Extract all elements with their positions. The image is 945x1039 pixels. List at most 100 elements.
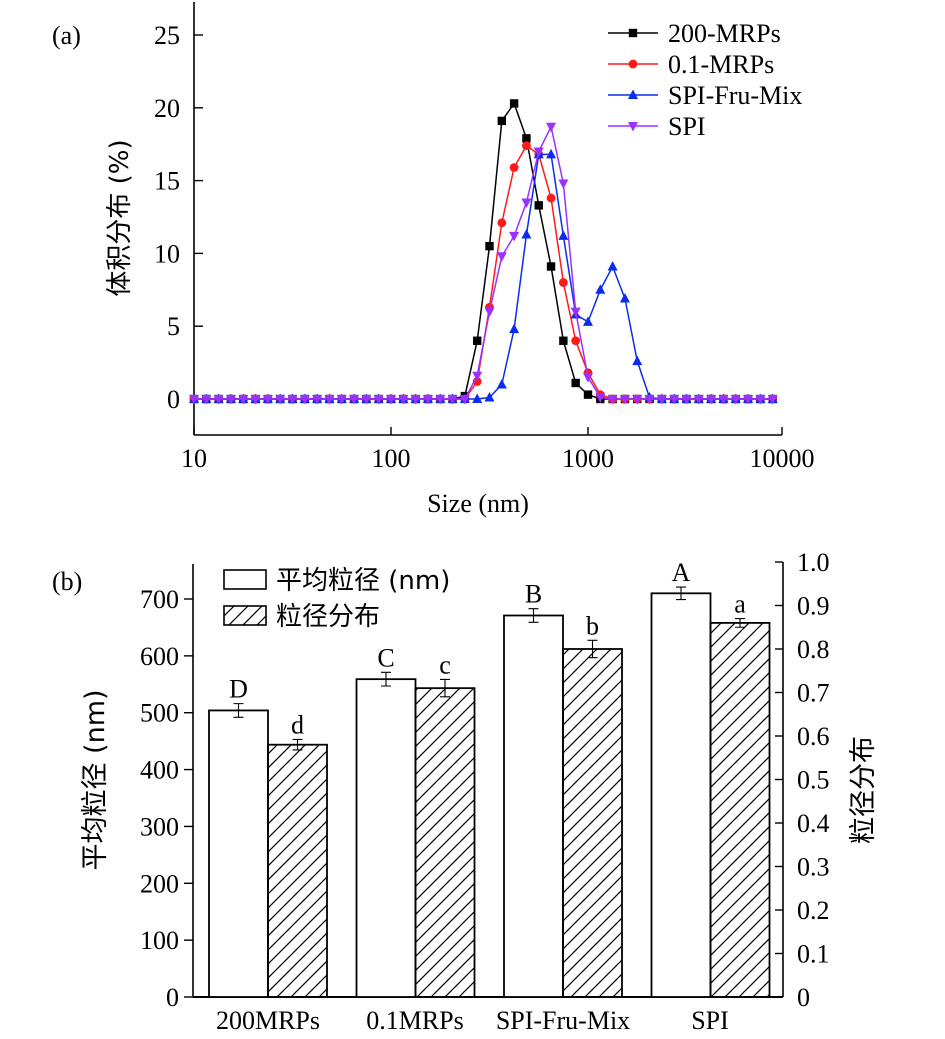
significance-letter: B bbox=[525, 580, 542, 609]
legend-label: 平均粒径 (nm) bbox=[276, 566, 450, 596]
panel-b-bar-chart: (b) Dd 200MRPs C c 0.1MRPs Bb SPI-Fru-Mix Aa SPI… bbox=[52, 548, 879, 1035]
data-point bbox=[386, 395, 396, 405]
data-point bbox=[324, 395, 335, 405]
data-point bbox=[522, 134, 531, 143]
data-point bbox=[595, 393, 606, 404]
data-point bbox=[225, 395, 236, 405]
data-point bbox=[459, 395, 470, 405]
y-tick-label: 5 bbox=[167, 312, 180, 341]
left-y-tick-label: 0 bbox=[166, 983, 179, 1012]
right-y-tick-label: 0.4 bbox=[797, 809, 830, 838]
panel-a-y-ticks: 0 5 10 15 20 25 bbox=[154, 21, 203, 414]
right-y-tick-label: 1.0 bbox=[797, 548, 830, 577]
data-point bbox=[485, 241, 494, 251]
data-point bbox=[628, 122, 638, 132]
error-bar bbox=[292, 738, 303, 751]
data-point bbox=[628, 28, 638, 38]
error-bar bbox=[233, 703, 244, 718]
right-y-tick-label: 0.9 bbox=[797, 592, 830, 621]
bar-size-distribution bbox=[562, 648, 623, 998]
data-point bbox=[767, 395, 778, 405]
significance-letter: c bbox=[439, 650, 451, 679]
right-y-tick-label: 0 bbox=[797, 983, 810, 1012]
data-point bbox=[546, 148, 557, 159]
y-tick-label: 25 bbox=[154, 21, 180, 50]
legend-label: SPI-Fru-Mix bbox=[668, 81, 802, 110]
x-tick-label: 1000 bbox=[562, 444, 614, 473]
left-y-tick-label: 400 bbox=[140, 756, 179, 785]
series-spi-fru-mix bbox=[189, 148, 778, 403]
data-point bbox=[669, 395, 680, 405]
data-point bbox=[546, 262, 556, 271]
error-bar bbox=[587, 639, 598, 659]
data-point bbox=[472, 371, 483, 382]
data-point bbox=[189, 395, 199, 405]
data-point bbox=[238, 395, 249, 405]
x-category-label: 200MRPs bbox=[216, 1006, 320, 1035]
y-tick-label: 10 bbox=[154, 239, 180, 268]
bar-mean-size bbox=[355, 678, 417, 998]
data-point bbox=[398, 395, 409, 405]
data-point bbox=[755, 395, 766, 405]
significance-letter: C bbox=[377, 643, 394, 672]
bar-group: Bb SPI-Fru-Mix bbox=[496, 580, 630, 1035]
right-y-tick-label: 0.6 bbox=[797, 722, 830, 751]
data-point bbox=[373, 395, 384, 405]
legend-item: SPI bbox=[608, 112, 706, 141]
legend-item: SPI-Fru-Mix bbox=[608, 81, 802, 110]
error-bar bbox=[676, 586, 686, 601]
data-point bbox=[496, 378, 507, 389]
panel-b-label: (b) bbox=[52, 567, 82, 596]
left-y-tick-label: 100 bbox=[140, 926, 179, 955]
data-point bbox=[628, 89, 638, 99]
data-point bbox=[349, 395, 360, 405]
x-category-label: 0.1MRPs bbox=[366, 1006, 464, 1035]
data-point bbox=[570, 307, 581, 318]
series-0-1-mrps bbox=[189, 141, 778, 404]
significance-letter: a bbox=[734, 590, 746, 619]
x-tick-label: 10000 bbox=[750, 444, 815, 473]
data-point bbox=[509, 231, 520, 242]
data-point bbox=[571, 378, 580, 388]
significance-letter: b bbox=[586, 611, 599, 640]
bar-mean-size bbox=[208, 709, 269, 998]
panel-b-ticks: 0 100 200 300 400 500 600 700 0 0.1 0.2 0.3 0.4 0.5 0.… bbox=[140, 548, 830, 1012]
y-tick-label: 0 bbox=[167, 385, 180, 414]
left-y-tick-label: 700 bbox=[140, 585, 179, 614]
data-point bbox=[743, 395, 754, 405]
legend-item: 粒径分布 bbox=[223, 602, 380, 632]
data-point bbox=[632, 355, 643, 366]
series-spi bbox=[189, 122, 778, 405]
data-point bbox=[558, 278, 568, 287]
data-point bbox=[422, 395, 433, 405]
panel-a-axes bbox=[193, 2, 782, 436]
significance-letter: D bbox=[229, 675, 248, 704]
legend-label: 粒径分布 bbox=[276, 602, 380, 632]
data-point bbox=[546, 193, 556, 203]
data-point bbox=[472, 336, 482, 345]
legend-swatch-hatched bbox=[223, 605, 267, 626]
legend-label: 200-MRPs bbox=[668, 19, 781, 48]
data-point bbox=[632, 395, 643, 405]
legend-label: 0.1-MRPs bbox=[668, 50, 774, 79]
right-y-tick-label: 0.2 bbox=[797, 896, 830, 925]
x-tick-label: 10 bbox=[181, 444, 207, 473]
left-y-axis-title: 平均粒径 (nm) bbox=[80, 689, 111, 870]
panel-a-x-ticks: 10 100 1000 10000 bbox=[181, 427, 815, 473]
legend-item: 平均粒径 (nm) bbox=[223, 566, 450, 596]
y-axis-title: 体积分布 (%) bbox=[105, 139, 135, 296]
series-200-mrps bbox=[189, 99, 777, 404]
panel-b-legend: 平均粒径 (nm) 粒径分布 bbox=[223, 566, 450, 632]
data-point bbox=[484, 392, 495, 402]
legend-item: 200-MRPs bbox=[608, 19, 781, 48]
data-point bbox=[607, 261, 618, 271]
data-point bbox=[287, 395, 298, 405]
left-y-tick-label: 300 bbox=[140, 812, 179, 841]
bar-group: Dd 200MRPs bbox=[208, 675, 328, 1035]
data-point bbox=[559, 336, 568, 345]
left-y-tick-label: 200 bbox=[140, 869, 179, 898]
